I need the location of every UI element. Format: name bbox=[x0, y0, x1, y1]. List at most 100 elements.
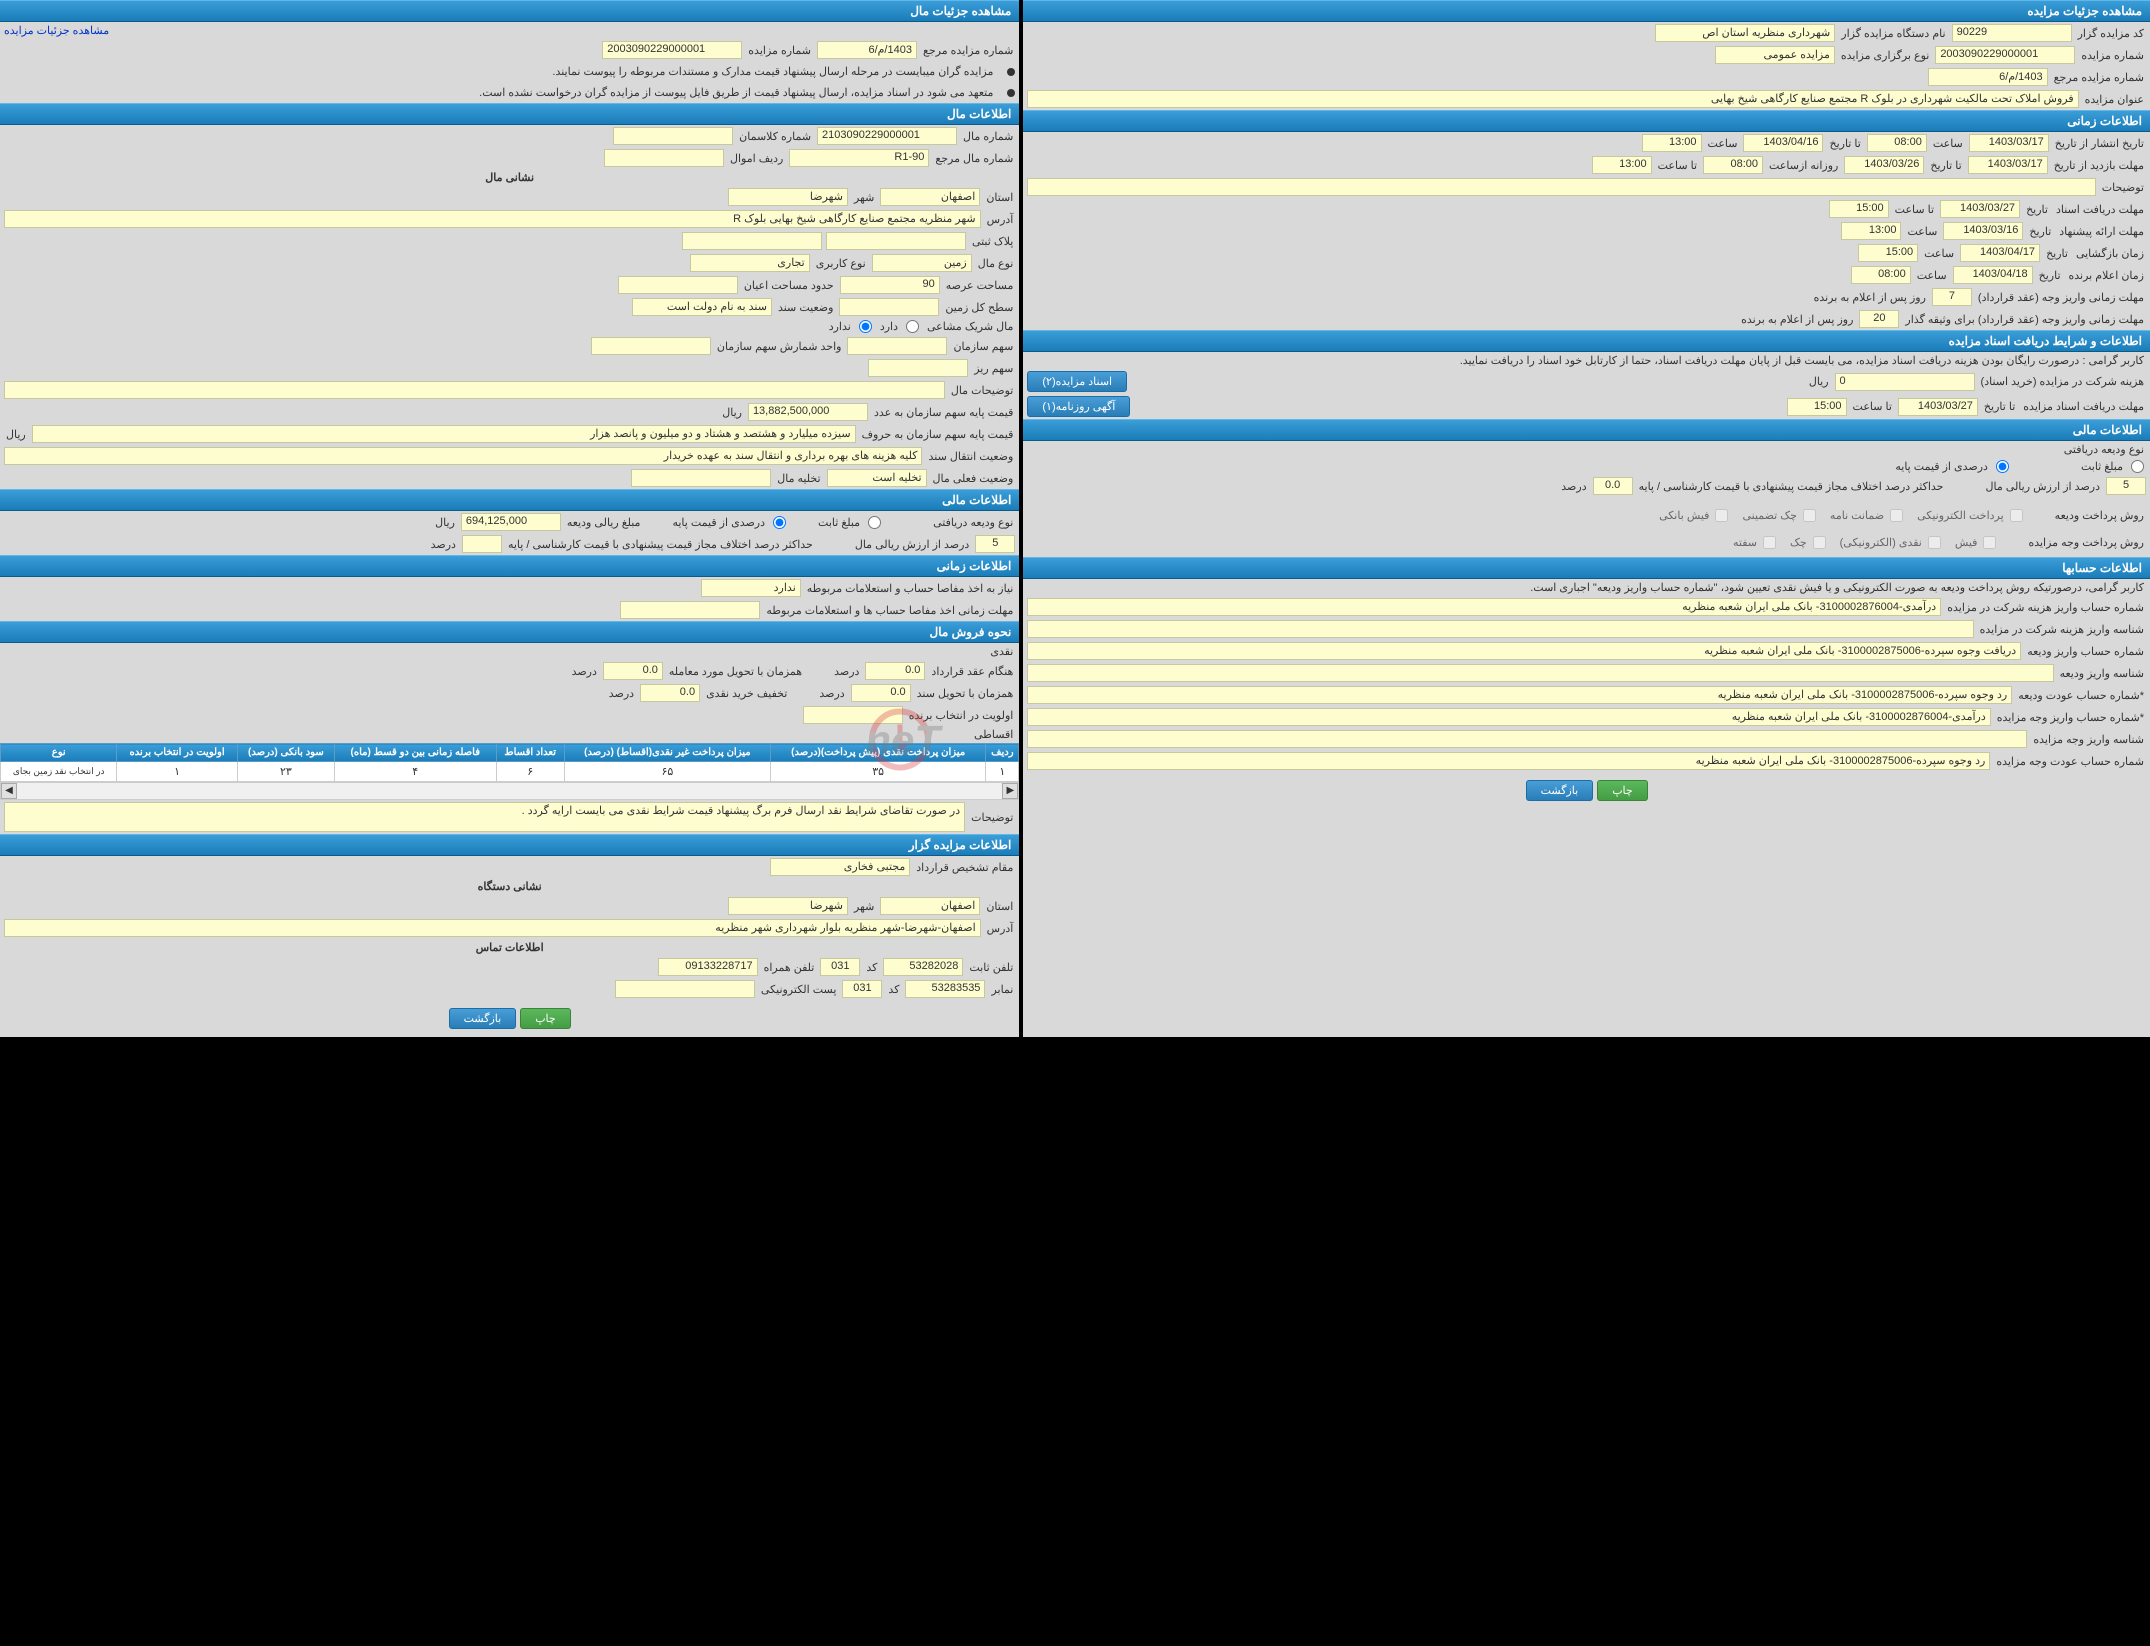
item-num-lbl: شماره مال bbox=[961, 130, 1015, 143]
fixed-radio-r[interactable] bbox=[868, 516, 881, 529]
percent-4: درصد bbox=[607, 687, 636, 700]
base-price-txt-lbl: قیمت پایه سهم سازمان به حروف bbox=[860, 428, 1016, 441]
scroll-right-icon[interactable]: ▶ bbox=[1002, 783, 1018, 799]
th-prepay: میزان پرداخت نقدی (پیش پرداخت)(درصد) bbox=[771, 744, 986, 762]
rial-r2: ریال bbox=[4, 428, 28, 441]
left-h1: مشاهده جزئیات مزایده bbox=[1023, 0, 2150, 22]
none-radio[interactable] bbox=[859, 320, 872, 333]
base-price-txt: سیزده میلیارد و هشتصد و هشتاد و دو میلیو… bbox=[32, 425, 856, 443]
offer-deadline: 1403/03/16 bbox=[1943, 222, 2023, 240]
daily-to: 13:00 bbox=[1592, 156, 1652, 174]
acct2-lbl: شناسه واریز هزینه شرکت در مزایده bbox=[1978, 623, 2146, 636]
percent-base-radio-l[interactable] bbox=[1996, 460, 2009, 473]
city-lbl: شهر bbox=[852, 191, 876, 204]
p2-lbl: نقدی (الکترونیکی) bbox=[1840, 536, 1922, 549]
r-auction-num: 2003090229000001 bbox=[602, 41, 742, 59]
acct4 bbox=[1027, 664, 2053, 682]
deposit-amount-lbl: مبلغ ریالی ودیعه bbox=[565, 516, 643, 529]
land-type-lbl: نوع مال bbox=[976, 257, 1016, 270]
reyez bbox=[868, 359, 968, 377]
class-num-lbl: شماره کلاسمان bbox=[737, 130, 813, 143]
r-auction-num-lbl: شماره مزایده bbox=[746, 44, 813, 57]
priority bbox=[803, 706, 903, 724]
has-lbl: دارد bbox=[878, 320, 900, 333]
acct2 bbox=[1027, 620, 1973, 638]
news1-button[interactable]: آگهی روزنامه(۱) bbox=[1027, 396, 1130, 417]
right-h1: مشاهده جزئیات مال bbox=[0, 0, 1019, 22]
ref-num-lbl: شماره مزایده مرجع bbox=[2052, 71, 2146, 84]
doc-status: سند به نام دولت است bbox=[632, 298, 772, 316]
area: 90 bbox=[840, 276, 940, 294]
assets-row-lbl: ردیف اموال bbox=[728, 152, 785, 165]
right-h5: نحوه فروش مال bbox=[0, 621, 1019, 643]
fax-lbl: نمابر bbox=[989, 983, 1015, 996]
installment-lbl: اقساطی bbox=[972, 728, 1015, 741]
detail-link[interactable]: مشاهده جزئیات مزایده bbox=[4, 24, 109, 37]
deposit-days: 7 bbox=[1932, 288, 1972, 306]
code1: 031 bbox=[820, 958, 860, 976]
class-num bbox=[613, 127, 733, 145]
publish-to-time: 13:00 bbox=[1642, 134, 1702, 152]
base-price-num-lbl: قیمت پایه سهم سازمان به عدد bbox=[872, 406, 1015, 419]
m1-lbl: پرداخت الکترونیکی bbox=[1917, 509, 2004, 522]
fixed-amount-radio-l[interactable] bbox=[2131, 460, 2144, 473]
print-button-r[interactable]: چاپ bbox=[520, 1008, 571, 1029]
back-button-r[interactable]: بازگشت bbox=[449, 1008, 517, 1029]
left-h4: اطلاعات مالی bbox=[1023, 419, 2150, 441]
doc-deliver-lbl: همزمان با تحویل سند bbox=[915, 687, 1016, 700]
auction-title: فروش املاک تحت مالکیت شهرداری در بلوک R … bbox=[1027, 90, 2078, 108]
has-radio[interactable] bbox=[906, 320, 919, 333]
item-ref: R1-90 bbox=[789, 149, 929, 167]
bond-days: 20 bbox=[1859, 310, 1899, 328]
back-button-l[interactable]: بازگشت bbox=[1526, 780, 1594, 801]
right-h3: اطلاعات مالی bbox=[0, 489, 1019, 511]
percent-lbl-r: درصدی از قیمت پایه bbox=[670, 516, 767, 529]
acct5: رد وجوه سپرده-3100002875006- بانک ملی ای… bbox=[1027, 686, 2012, 704]
item-num: 2103090229000001 bbox=[817, 127, 957, 145]
left-h2: اطلاعات زمانی bbox=[1023, 110, 2150, 132]
date-lbl-2: تاریخ bbox=[2027, 225, 2053, 238]
reg-plate bbox=[826, 232, 966, 250]
province2: اصفهان bbox=[880, 897, 980, 915]
percent-2: درصد bbox=[570, 665, 599, 678]
p3-chk bbox=[1813, 536, 1826, 549]
fixed-amount-lbl-l: مبلغ ثابت bbox=[2079, 460, 2125, 473]
acct1-lbl: شماره حساب واریز هزینه شرکت در مزایده bbox=[1945, 601, 2146, 614]
contract-time-v: 0.0 bbox=[865, 662, 925, 680]
building-area bbox=[618, 276, 738, 294]
acct6-lbl: *شماره حساب واریز وجه مزایده bbox=[1995, 711, 2146, 724]
scroll-left-icon[interactable]: ◀ bbox=[1, 783, 17, 799]
remarks2-lbl: توضیحات bbox=[969, 811, 1015, 824]
deal-v: 0.0 bbox=[603, 662, 663, 680]
auction-code-lbl: کد مزایده گزار bbox=[2076, 27, 2146, 40]
deposit-method-lbl: روش پرداخت ودیعه bbox=[2053, 509, 2146, 522]
m3-chk bbox=[1803, 509, 1816, 522]
sub-org-addr: نشانی دستگاه bbox=[0, 878, 1019, 895]
visit-to: 1403/03/26 bbox=[1844, 156, 1924, 174]
print-button-l[interactable]: چاپ bbox=[1597, 780, 1648, 801]
email bbox=[615, 980, 755, 998]
note2: متعهد می شود در اسناد مزایده، ارسال پیشن… bbox=[473, 84, 999, 101]
max-diff-lbl-r: حداکثر درصد اختلاف مجاز قیمت پیشنهادی با… bbox=[506, 538, 815, 551]
evac bbox=[631, 469, 771, 487]
title-lbl: عنوان مزایده bbox=[2083, 93, 2146, 106]
transfer-status-lbl: وضعیت انتقال سند bbox=[926, 450, 1015, 463]
m4-chk bbox=[1715, 509, 1728, 522]
deposit-type-lbl-r: نوع ودیعه دریافتی bbox=[931, 516, 1015, 529]
acct8: رد وجوه سپرده-3100002875006- بانک ملی ای… bbox=[1027, 752, 1990, 770]
docs2-button[interactable]: اسناد مزایده(۲) bbox=[1027, 371, 1127, 392]
visit-from-lbl: مهلت بازدید از تاریخ bbox=[2052, 159, 2146, 172]
doc-status-lbl: وضعیت سند bbox=[776, 301, 835, 314]
max-diff-r bbox=[462, 535, 502, 553]
deposit-amount: 694,125,000 bbox=[461, 513, 561, 531]
address2: اصفهان-شهرضا-شهر منظریه بلوار شهرداری شه… bbox=[4, 919, 981, 937]
percent-radio-r[interactable] bbox=[773, 516, 786, 529]
m2-lbl: ضمانت نامه bbox=[1830, 509, 1884, 522]
acct3: دریافت وجوه سپرده-3100002875006- بانک مل… bbox=[1027, 642, 2021, 660]
table-scrollbar[interactable]: ▶ ◀ bbox=[0, 782, 1019, 800]
acct7 bbox=[1027, 730, 2027, 748]
td2: ٣۵ bbox=[771, 762, 986, 782]
m3-lbl: چک تضمینی bbox=[1742, 509, 1796, 522]
acct3-lbl: شماره حساب واریز ودیعه bbox=[2025, 645, 2146, 658]
org-share bbox=[847, 337, 947, 355]
